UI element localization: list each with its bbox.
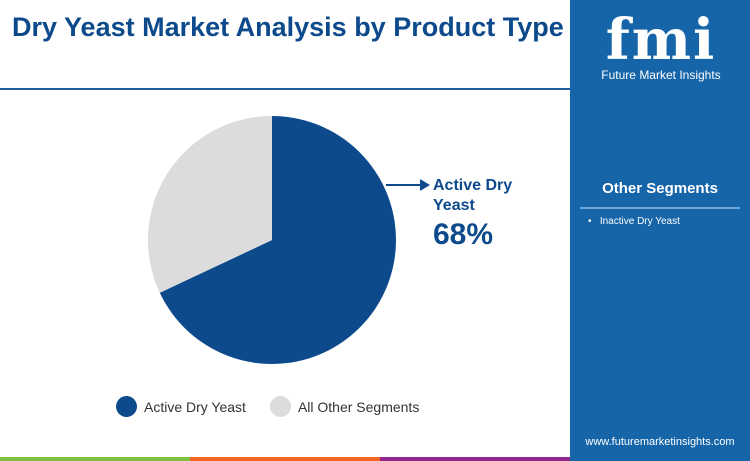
footer-color-bar [0,457,750,461]
footer-bar-segment [190,457,380,461]
footer-bar-segment [0,457,190,461]
callout: Active Dry Yeast 68% [433,176,533,254]
other-segments-heading: Other Segments [602,180,718,197]
callout-value: 68% [433,218,494,251]
footer-bar-segment [570,457,750,461]
legend: Active Dry Yeast All Other Segments [116,396,419,417]
legend-label-other: All Other Segments [297,398,420,415]
other-segment-label: Inactive Dry Yeast [599,216,680,227]
website-url: www.futuremarketinsights.com [585,436,735,448]
other-segment-item: • Inactive Dry Yeast [588,216,680,227]
chart-title: Dry Yeast Market Analysis by Product Typ… [12,12,564,42]
title-divider [0,88,570,90]
legend-swatch-other [269,396,291,417]
pie-slice-active-dry-yeast [159,116,396,364]
pie-chart [148,116,430,364]
pie-slice-all-other-segments [148,116,272,293]
callout-label: Active Dry Yeast [433,177,513,214]
footer-bar-segment [380,457,570,461]
brand-name: Future Market Insights [601,68,721,82]
legend-label-active: Active Dry Yeast [144,398,246,415]
other-segments-divider [580,207,740,209]
fmi-logo: fmi Future Market Insights [596,10,726,82]
logo-mark: fmi [605,7,717,73]
callout-arrow-icon [420,179,430,191]
legend-swatch-active [116,396,137,417]
side-panel: fmi Future Market Insights Other Segment… [570,0,750,461]
